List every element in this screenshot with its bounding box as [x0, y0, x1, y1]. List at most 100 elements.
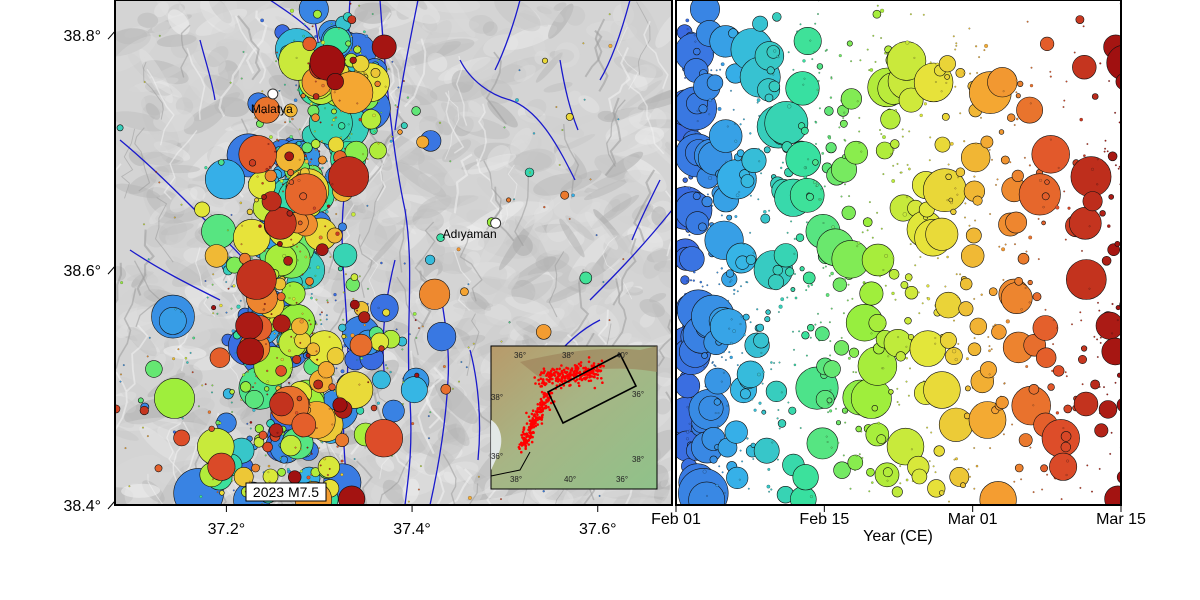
inset-point	[563, 379, 566, 383]
time-point	[806, 221, 808, 224]
time-point	[830, 271, 834, 276]
time-point	[814, 22, 817, 25]
map-point	[204, 280, 207, 282]
time-point	[871, 481, 874, 484]
time-point	[887, 355, 890, 358]
time-point	[904, 286, 919, 300]
time-point	[772, 73, 775, 76]
inset-point	[584, 378, 587, 381]
map-point	[295, 84, 298, 87]
time-point	[760, 172, 762, 175]
time-point	[715, 69, 718, 72]
time-point	[790, 486, 817, 505]
time-point	[906, 196, 908, 199]
time-point	[747, 487, 750, 490]
map-point	[326, 474, 329, 477]
map-point	[236, 304, 241, 309]
time-point	[1098, 386, 1101, 388]
time-point	[1096, 338, 1098, 341]
map-point	[315, 350, 318, 353]
time-point	[998, 245, 1001, 248]
time-point	[724, 420, 748, 444]
time-point	[866, 229, 869, 232]
map-point	[282, 254, 287, 258]
time-xtick-label: Feb 01	[651, 511, 701, 528]
time-point	[730, 341, 733, 345]
time-point	[739, 123, 742, 126]
time-point	[709, 455, 718, 464]
map-point	[328, 90, 330, 93]
time-point	[726, 404, 729, 407]
time-point	[679, 246, 705, 272]
time-point	[979, 481, 1017, 505]
map-point	[283, 255, 293, 266]
inset-point	[539, 377, 543, 381]
time-point	[815, 183, 819, 187]
time-point	[968, 224, 971, 227]
time-point	[973, 298, 976, 300]
time-point	[851, 297, 854, 300]
time-point	[973, 487, 976, 490]
time-point	[1025, 365, 1029, 368]
map-point	[478, 475, 480, 478]
map-point	[266, 369, 269, 372]
time-point	[908, 130, 911, 133]
time-point	[905, 345, 908, 348]
time-point	[856, 100, 859, 103]
map-point	[292, 243, 295, 246]
map-point	[231, 329, 235, 333]
time-point	[856, 245, 859, 248]
time-point	[973, 337, 976, 340]
map-point	[296, 245, 298, 248]
time-point	[815, 142, 817, 145]
inset-point	[542, 367, 546, 371]
time-point	[842, 117, 845, 119]
time-point	[786, 231, 789, 234]
inset-point	[542, 371, 545, 375]
time-point	[756, 323, 765, 332]
time-point	[830, 307, 833, 310]
time-point	[855, 425, 862, 433]
map-point	[204, 166, 208, 170]
time-point	[802, 83, 805, 86]
map-point	[291, 13, 293, 16]
time-point	[782, 161, 784, 164]
map-earthquake-points	[115, 0, 625, 505]
time-point	[918, 312, 921, 315]
time-point	[892, 257, 895, 259]
time-point	[877, 421, 881, 425]
map-point	[286, 468, 290, 471]
time-point	[1065, 375, 1068, 378]
time-point	[955, 273, 958, 276]
time-point	[1039, 36, 1055, 52]
map-point	[291, 117, 294, 121]
map-point	[297, 172, 300, 174]
time-point	[711, 204, 714, 207]
time-point	[892, 164, 895, 167]
map-point	[317, 155, 327, 165]
time-point	[828, 136, 831, 140]
time-point	[718, 465, 721, 468]
map-point	[143, 223, 145, 226]
time-point	[926, 426, 928, 429]
map-point	[294, 446, 297, 449]
time-point	[959, 277, 973, 291]
time-point	[734, 215, 738, 218]
time-point	[1082, 191, 1103, 212]
inset-point	[593, 386, 597, 390]
map-point	[342, 291, 345, 294]
map-point	[403, 262, 406, 265]
time-point	[1032, 491, 1035, 494]
time-point	[815, 389, 835, 409]
map-point	[273, 332, 276, 335]
time-point	[1107, 151, 1118, 162]
inset-point	[561, 373, 565, 377]
time-point	[792, 68, 795, 71]
map-point	[387, 68, 390, 70]
map-point	[284, 83, 286, 86]
time-point	[704, 367, 732, 395]
time-point	[809, 336, 812, 339]
time-point	[1046, 473, 1048, 476]
map-point	[427, 415, 430, 418]
